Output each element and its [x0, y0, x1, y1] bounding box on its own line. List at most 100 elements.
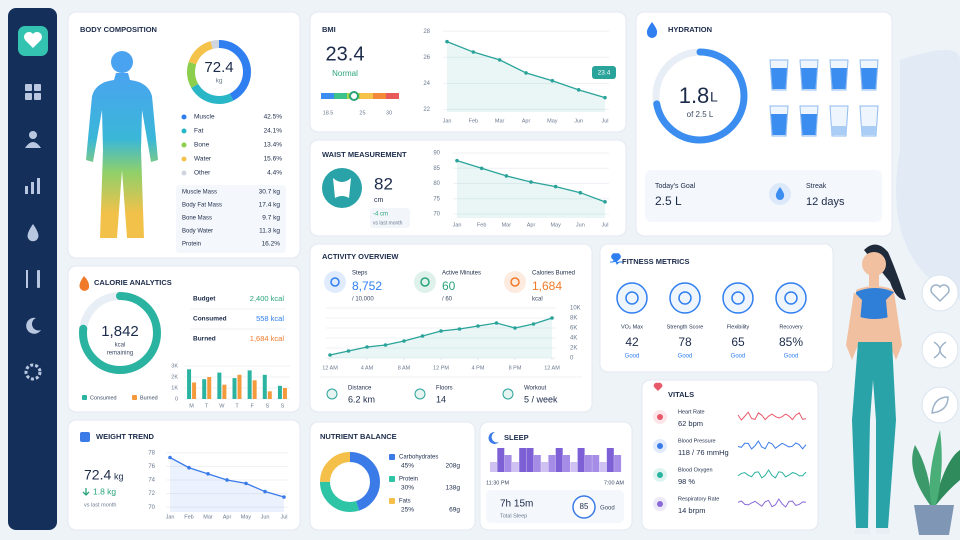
sleep-stage: [548, 455, 556, 472]
bottom-icon: [502, 388, 514, 400]
nutrient-swatch: [389, 476, 395, 482]
nav-nutrition[interactable]: [26, 270, 28, 288]
panel-title: NUTRIENT BALANCE: [320, 432, 397, 441]
stat-value: 11.3 kg: [259, 228, 280, 235]
pot: [914, 505, 954, 535]
x-tick-label: Jan: [453, 222, 462, 228]
stat-icon: [414, 271, 436, 293]
nav-nutrition[interactable]: [37, 270, 40, 288]
sleep-score: 85: [580, 502, 589, 511]
nav-stats[interactable]: [25, 186, 28, 194]
nav-settings[interactable]: [24, 363, 42, 381]
stat-value: 16.2%: [262, 241, 281, 248]
line-point: [168, 455, 172, 460]
line-point: [603, 200, 607, 204]
x-tick-label: Mar: [495, 118, 505, 124]
shoes: [854, 528, 890, 534]
vitals-icon: [653, 382, 663, 391]
x-tick-label: 4 PM: [472, 365, 485, 371]
nutrient-swatch: [389, 498, 395, 504]
nav-hydration[interactable]: [27, 224, 39, 242]
bar: [192, 382, 197, 399]
sleep-start: 11:30 PM: [486, 480, 510, 486]
x-tick-label: 4 AM: [361, 365, 374, 371]
line-point: [529, 180, 533, 184]
hydration-info-card: [645, 170, 882, 222]
vital-icon-dot: [657, 443, 663, 449]
fitness-icon: [610, 253, 623, 265]
legend-value: 42.5%: [264, 114, 283, 121]
stat-value: 17.4 kg: [259, 202, 281, 209]
line-point: [531, 322, 536, 326]
legend-dot: [181, 142, 187, 148]
bmi-scale-label: 25: [359, 110, 365, 116]
x-tick-label: Mar: [502, 222, 512, 228]
nav-profile[interactable]: [29, 131, 37, 139]
nav-sleep[interactable]: [26, 317, 41, 334]
panel-title: SLEEP: [504, 433, 529, 442]
plant: [912, 430, 960, 535]
bottom-icon: [326, 388, 338, 400]
line-point: [494, 321, 499, 325]
donut-segment: [320, 452, 380, 512]
calorie-item-value: 2,400 kcal: [250, 294, 285, 303]
vital-sparkline: [737, 498, 807, 508]
y-tick-label: 1K: [171, 385, 178, 391]
nutrient-label: Protein: [399, 477, 418, 483]
body-figure-head: [111, 51, 133, 73]
nav-dashboard[interactable]: [34, 84, 41, 91]
x-tick-label: Jul: [601, 222, 608, 228]
y-tick-label: 26: [423, 55, 430, 61]
line-point: [457, 327, 462, 331]
sleep-stage: [555, 448, 563, 472]
legend-label: Water: [194, 156, 212, 163]
stat-label: Muscle Mass: [182, 190, 217, 196]
callout-box: [592, 66, 616, 79]
legend-label: Fat: [194, 128, 204, 135]
stat-value: 9.7 kg: [262, 215, 280, 222]
bmi-marker: [348, 91, 359, 101]
stat-icon-dot: [420, 277, 430, 287]
vital-label: Respiratory Rate: [678, 496, 719, 502]
nav-stats[interactable]: [31, 182, 34, 194]
metric-icon: [775, 282, 807, 314]
legend-label: Bone: [194, 142, 210, 149]
line-point: [439, 329, 443, 333]
nav-dashboard[interactable]: [25, 93, 32, 100]
nav-icons: [24, 84, 42, 381]
goal-label: Today's Goal: [655, 183, 696, 190]
calorie-panel: [67, 265, 301, 413]
panel-title: WAIST MEASUREMENT: [322, 150, 407, 159]
x-tick-label: Mar: [203, 514, 213, 520]
bar: [237, 374, 242, 399]
x-tick-label: T: [235, 403, 239, 409]
line-point: [206, 472, 210, 476]
nutrient-grams: 138g: [446, 485, 461, 492]
glass-water: [771, 114, 787, 135]
legend-dot: [181, 156, 187, 162]
nav-dashboard[interactable]: [34, 93, 41, 100]
sleep-stage: [541, 462, 549, 472]
nav-profile[interactable]: [25, 142, 41, 148]
line-point: [263, 489, 267, 494]
sleep-icon: [488, 431, 499, 444]
bar: [187, 369, 192, 399]
metric-label: Strength Score: [667, 324, 704, 330]
head: [862, 252, 886, 276]
nav-dashboard[interactable]: [25, 84, 32, 91]
line-point: [365, 345, 369, 349]
bar: [207, 377, 212, 399]
callout-label: 23.4: [598, 70, 611, 77]
vital-icon-dot: [657, 501, 663, 507]
leaf: [934, 450, 960, 505]
line-point: [282, 495, 286, 499]
line-area: [447, 41, 605, 112]
stat-label: Protein: [182, 242, 201, 248]
panel-title: BODY COMPOSITION: [80, 25, 157, 34]
streak-label: Streak: [806, 183, 827, 190]
metric-label: VO₂ Max: [621, 324, 643, 330]
nav-stats[interactable]: [37, 178, 40, 194]
line-point: [328, 353, 332, 357]
calorie-item-label: Consumed: [193, 316, 227, 323]
stats-table: [176, 185, 286, 253]
